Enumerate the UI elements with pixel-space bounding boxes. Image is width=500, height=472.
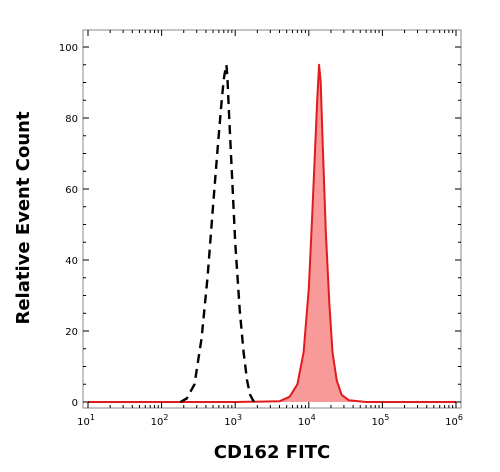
axis-layer: 101 102 103 104 105 106 0 20 40 60 80 100 [59, 30, 463, 428]
series-0-line [179, 63, 256, 404]
y-tick-label: 0 [72, 398, 78, 409]
y-axis-title: Relative Event Count [13, 111, 34, 324]
x-tick-label: 103 [224, 413, 242, 428]
x-tick-label: 104 [298, 413, 316, 428]
series-layer [88, 63, 456, 404]
y-tick-label: 80 [65, 114, 78, 125]
x-tick-label: 105 [371, 413, 389, 428]
plot-frame [82, 29, 462, 409]
x-tick-label: 101 [77, 413, 95, 428]
x-tick-label: 102 [151, 413, 169, 428]
y-tick-label: 100 [59, 43, 78, 54]
x-tick-label: 106 [445, 413, 463, 428]
x-axis-title: CD162 FITC [214, 442, 330, 463]
y-tick-label: 40 [65, 256, 78, 267]
series-1-line [88, 63, 456, 403]
y-tick-label: 20 [65, 327, 78, 338]
y-tick-label: 60 [65, 185, 78, 196]
